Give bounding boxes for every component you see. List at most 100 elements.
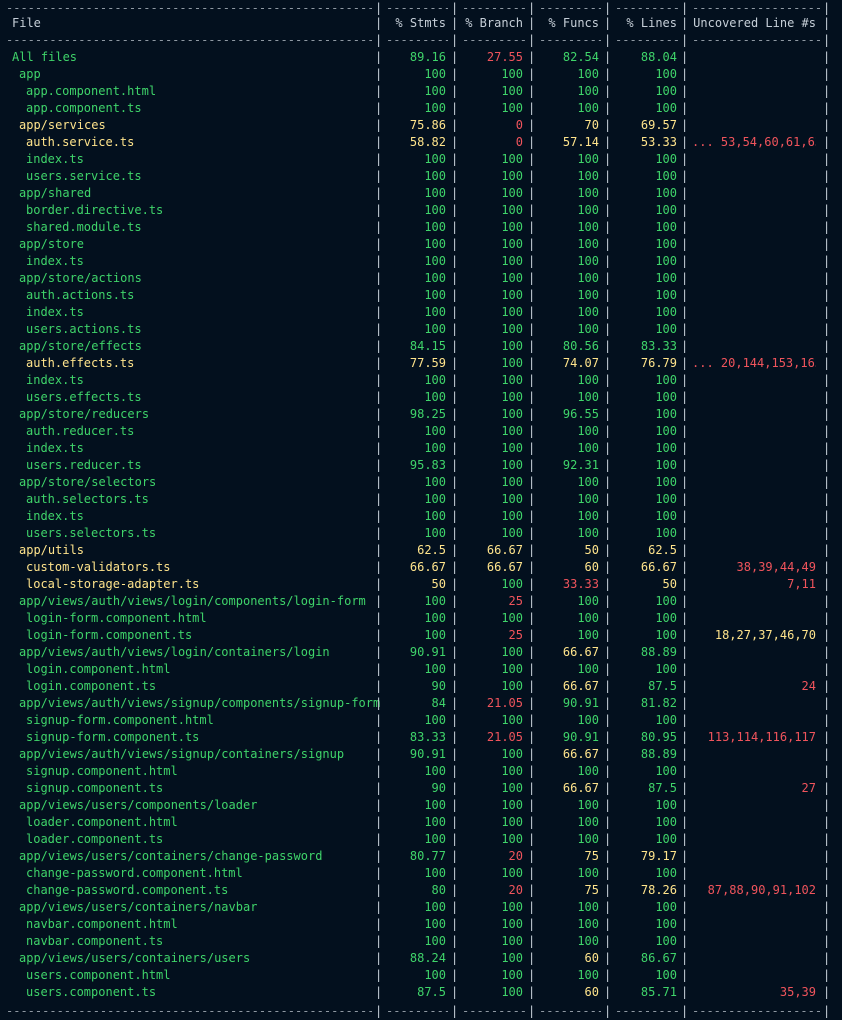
row-file-name: app/views/auth/views/signup/containers/s… <box>19 747 345 761</box>
row-pipe: | <box>604 900 612 914</box>
row-pipe: | <box>823 152 831 166</box>
row-pipe: | <box>451 968 459 982</box>
separator-pipe: | <box>451 1 459 15</box>
row-stmts-value: 77.59 <box>409 356 446 370</box>
row-pipe: | <box>528 679 536 693</box>
row-pipe: | <box>375 883 383 897</box>
row-pipe: | <box>823 526 831 540</box>
separator-pipe: | <box>681 1 689 15</box>
table-row: users.actions.ts 100 100 100 100 | | | | | | <box>0 321 842 338</box>
row-file-name: index.ts <box>26 509 84 523</box>
row-pipe: | <box>604 458 612 472</box>
row-file-name: login.component.html <box>26 662 171 676</box>
row-pipe: | <box>451 662 459 676</box>
row-stmts-value: 88.24 <box>409 951 446 965</box>
row-branch-value: 25 <box>508 594 523 608</box>
row-funcs-value: 100 <box>577 322 599 336</box>
row-pipe: | <box>604 577 612 591</box>
row-file-name: app/views/auth/views/login/containers/lo… <box>19 645 330 659</box>
row-pipe: | <box>528 220 536 234</box>
row-lines-value: 53.33 <box>640 135 677 149</box>
row-pipe: | <box>451 747 459 761</box>
row-pipe: | <box>528 883 536 897</box>
row-pipe: | <box>823 509 831 523</box>
row-branch-value: 0 <box>515 135 523 149</box>
row-uncovered-lines <box>692 525 816 542</box>
row-stmts-value: 98.25 <box>409 407 446 421</box>
row-funcs-value: 57.14 <box>562 135 599 149</box>
row-file-name: change-password.component.html <box>26 866 243 880</box>
row-pipe: | <box>823 407 831 421</box>
row-pipe: | <box>528 645 536 659</box>
table-row: loader.component.ts 100 100 100 100 | | | | | | <box>0 831 842 848</box>
row-pipe: | <box>451 781 459 795</box>
row-pipe: | <box>681 713 689 727</box>
row-pipe: | <box>823 169 831 183</box>
row-pipe: | <box>681 390 689 404</box>
separator-pipe: | <box>604 1004 612 1018</box>
row-pipe: | <box>681 798 689 812</box>
row-pipe: | <box>823 254 831 268</box>
row-branch-value: 100 <box>501 441 523 455</box>
row-pipe: | <box>681 288 689 302</box>
row-uncovered-lines <box>692 899 816 916</box>
table-row: auth.effects.ts 77.59 100 74.07 76.79 ... 20,… <box>0 355 842 372</box>
row-pipe: | <box>604 679 612 693</box>
row-file-name: app.component.html <box>26 84 157 98</box>
row-file-name: users.reducer.ts <box>26 458 142 472</box>
row-pipe: | <box>451 305 459 319</box>
row-pipe: | <box>451 390 459 404</box>
row-uncovered-lines <box>692 287 816 304</box>
row-pipe: | <box>451 764 459 778</box>
table-row: users.selectors.ts 100 100 100 100 | | | | | | <box>0 525 842 542</box>
row-stmts-value: 100 <box>424 441 446 455</box>
row-branch-value: 0 <box>515 118 523 132</box>
row-pipe: | <box>528 560 536 574</box>
table-row: signup-form.component.ts 83.33 21.05 90.91 8… <box>0 729 842 746</box>
row-branch-value: 20 <box>508 849 523 863</box>
row-file-name: signup.component.html <box>26 764 178 778</box>
row-pipe: | <box>451 509 459 523</box>
row-branch-value: 100 <box>501 662 523 676</box>
row-pipe: | <box>528 186 536 200</box>
table-row: users.reducer.ts 95.83 100 92.31 100 | | | | | | <box>0 457 842 474</box>
row-file-name: app/views/users/containers/change-passwo… <box>19 849 323 863</box>
row-lines-value: 100 <box>655 917 677 931</box>
row-uncovered-lines <box>692 797 816 814</box>
row-pipe: | <box>375 441 383 455</box>
row-pipe: | <box>681 424 689 438</box>
row-pipe: | <box>681 441 689 455</box>
row-lines-value: 100 <box>655 237 677 251</box>
row-pipe: | <box>451 832 459 846</box>
row-pipe: | <box>681 526 689 540</box>
row-pipe: | <box>451 577 459 591</box>
row-pipe: | <box>604 747 612 761</box>
row-pipe: | <box>823 186 831 200</box>
row-pipe: | <box>528 339 536 353</box>
row-pipe: | <box>604 84 612 98</box>
row-pipe: | <box>681 186 689 200</box>
row-pipe: | <box>375 254 383 268</box>
row-pipe: | <box>451 730 459 744</box>
row-pipe: | <box>823 356 831 370</box>
table-row: shared.module.ts 100 100 100 100 | | | | | | <box>0 219 842 236</box>
row-file-name: index.ts <box>26 305 84 319</box>
row-uncovered-lines <box>692 542 816 559</box>
separator-pipe: | <box>528 1 536 15</box>
row-pipe: | <box>823 968 831 982</box>
row-pipe: | <box>528 322 536 336</box>
row-stmts-value: 100 <box>424 713 446 727</box>
row-funcs-value: 80.56 <box>562 339 599 353</box>
row-pipe: | <box>451 237 459 251</box>
row-lines-value: 78.26 <box>640 883 677 897</box>
row-pipe: | <box>823 628 831 642</box>
row-file-name: app/views/users/components/loader <box>19 798 258 812</box>
row-lines-value: 100 <box>655 662 677 676</box>
row-lines-value: 100 <box>655 271 677 285</box>
row-pipe: | <box>528 169 536 183</box>
row-branch-value: 100 <box>501 373 523 387</box>
separator-pipe: | <box>604 33 612 47</box>
row-uncovered-lines <box>692 950 816 967</box>
row-pipe: | <box>375 594 383 608</box>
row-stmts-value: 100 <box>424 84 446 98</box>
